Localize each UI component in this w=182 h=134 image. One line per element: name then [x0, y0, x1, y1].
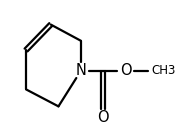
Text: O: O: [97, 110, 109, 125]
Text: CH3: CH3: [151, 64, 175, 77]
Text: O: O: [120, 63, 131, 78]
Text: N: N: [75, 63, 86, 78]
